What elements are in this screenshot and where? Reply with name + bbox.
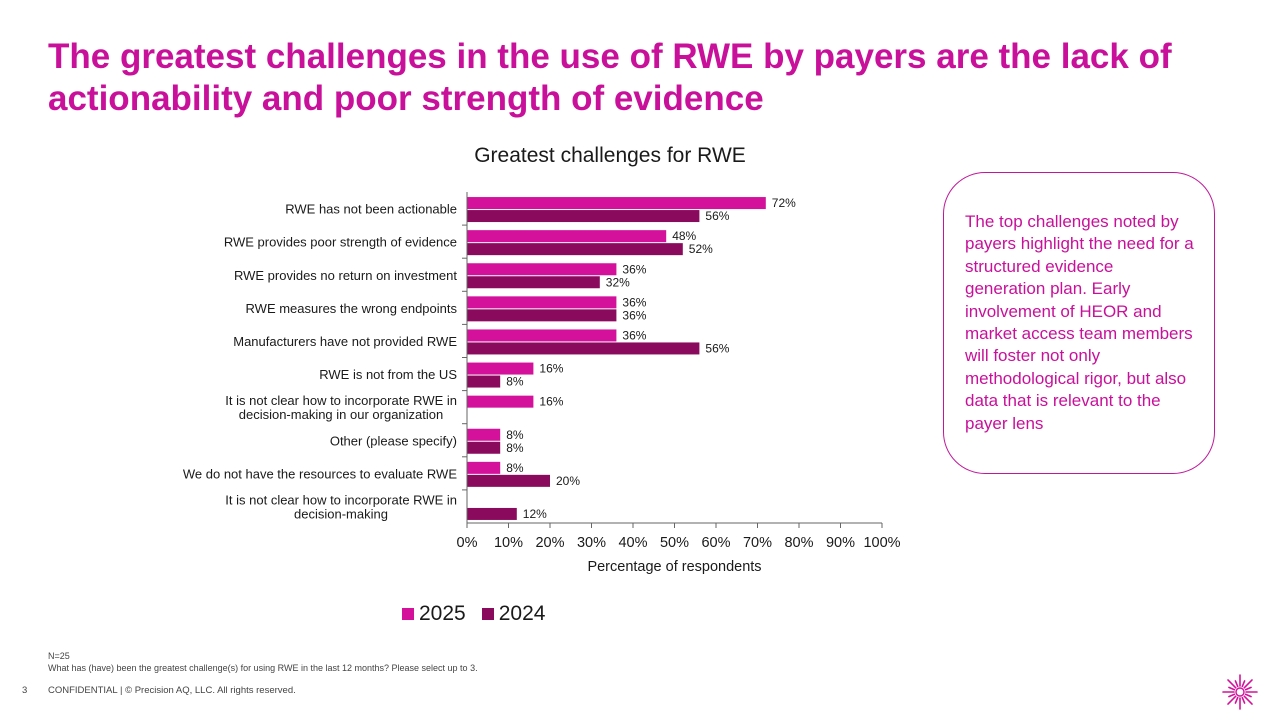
- data-label-2025: 48%: [672, 229, 696, 243]
- logo-ray: [1227, 679, 1237, 689]
- data-label-2024: 8%: [506, 441, 524, 455]
- x-tick-label: 90%: [826, 535, 855, 551]
- category-label: RWE has not been actionable: [285, 202, 457, 217]
- data-label-2025: 72%: [772, 196, 796, 210]
- page-number: 3: [22, 685, 28, 696]
- logo-ray: [1234, 696, 1239, 704]
- logo-ray: [1241, 680, 1246, 688]
- x-tick-label: 20%: [535, 535, 564, 551]
- category-label: It is not clear how to incorporate RWE i…: [225, 393, 457, 408]
- bar-2025: [467, 329, 617, 342]
- category-label: We do not have the resources to evaluate…: [183, 466, 457, 481]
- logo-ray: [1244, 686, 1252, 691]
- bar-2024: [467, 474, 550, 487]
- category-label: decision-making in our organization: [239, 407, 444, 422]
- bar-2024: [467, 243, 683, 256]
- bar-chart: 0% 10% 20% 30% 40% 50% 60% 70% 80% 90% 100% Percent…: [183, 192, 901, 575]
- logo-ray: [1227, 695, 1237, 705]
- bar-2025: [467, 428, 501, 441]
- x-tick-label: 10%: [494, 535, 523, 551]
- x-tick-label: 40%: [618, 535, 647, 551]
- data-label-2025: 16%: [539, 362, 563, 376]
- callout-box: The top challenges noted by payers highl…: [943, 172, 1215, 474]
- x-tick-label: 80%: [784, 535, 813, 551]
- x-tick-label: 50%: [660, 535, 689, 551]
- data-label-2024: 56%: [705, 341, 729, 355]
- data-label-2025: 36%: [622, 295, 646, 309]
- data-label-2025: 8%: [506, 428, 524, 442]
- bar-2024: [467, 276, 600, 289]
- starburst-logo-icon: [1222, 674, 1258, 710]
- legend-item-2025: 2025: [402, 602, 466, 626]
- confidential-notice: CONFIDENTIAL | © Precision AQ, LLC. All …: [48, 685, 296, 696]
- bar-2025: [467, 395, 534, 408]
- bar-2025: [467, 197, 766, 210]
- x-axis-label: Percentage of respondents: [587, 559, 761, 575]
- data-label-2024: 32%: [606, 275, 630, 289]
- data-label-2025: 8%: [506, 461, 524, 475]
- category-label: RWE measures the wrong endpoints: [246, 301, 458, 316]
- legend-swatch-2025: [402, 608, 414, 620]
- data-label-2025: 36%: [622, 262, 646, 276]
- logo-ray: [1243, 679, 1253, 689]
- callout-text: The top challenges noted by payers highl…: [965, 212, 1194, 433]
- x-tick-label: 30%: [577, 535, 606, 551]
- data-label-2024: 52%: [689, 242, 713, 256]
- footer: 3 CONFIDENTIAL | © Precision AQ, LLC. Al…: [22, 685, 296, 696]
- bar-2024: [467, 309, 617, 322]
- bar-2024: [467, 210, 700, 223]
- bar-2024: [467, 507, 517, 520]
- category-label: decision-making: [294, 506, 388, 521]
- footnote-sample-size: N=25: [48, 651, 70, 661]
- logo-ray: [1244, 693, 1252, 698]
- slide-title: The greatest challenges in the use of RW…: [48, 37, 1172, 118]
- bar-2025: [467, 362, 534, 375]
- data-label-2024: 36%: [622, 308, 646, 322]
- logo-ray: [1228, 693, 1236, 698]
- logo-ray: [1241, 696, 1246, 704]
- chart-legend: 2025 2024: [402, 602, 561, 626]
- legend-label-2024: 2024: [498, 602, 546, 625]
- category-label: RWE is not from the US: [319, 367, 457, 382]
- data-label-2024: 56%: [705, 209, 729, 223]
- logo-ray: [1234, 680, 1239, 688]
- footnote: N=25 What has (have) been the greatest c…: [48, 650, 478, 674]
- bar-2025: [467, 296, 617, 309]
- x-tick-label: 60%: [701, 535, 730, 551]
- category-label: It is not clear how to incorporate RWE i…: [225, 492, 457, 507]
- data-label-2024: 20%: [556, 474, 580, 488]
- x-tick-label: 100%: [863, 535, 900, 551]
- logo-ray: [1228, 686, 1236, 691]
- x-tick-label: 70%: [743, 535, 772, 551]
- bar-2024: [467, 375, 501, 388]
- category-label: RWE provides poor strength of evidence: [224, 235, 457, 250]
- bar-2025: [467, 263, 617, 276]
- legend-label-2025: 2025: [419, 602, 466, 625]
- category-label: Other (please specify): [330, 433, 457, 448]
- data-label-2025: 16%: [539, 395, 563, 409]
- x-tick-label: 0%: [457, 535, 478, 551]
- bar-2024: [467, 441, 501, 454]
- category-label: RWE provides no return on investment: [234, 268, 457, 283]
- bar-2025: [467, 230, 667, 243]
- legend-item-2024: 2024: [481, 602, 546, 626]
- bar-2024: [467, 342, 700, 355]
- data-label-2024: 12%: [523, 507, 547, 521]
- legend-swatch-2024: [481, 608, 494, 620]
- category-label: Manufacturers have not provided RWE: [233, 334, 457, 349]
- data-label-2024: 8%: [506, 375, 524, 389]
- logo-ray: [1243, 695, 1253, 705]
- bar-2025: [467, 461, 501, 474]
- chart-title: Greatest challenges for RWE: [474, 144, 746, 167]
- data-label-2025: 36%: [622, 328, 646, 342]
- footnote-question: What has (have) been the greatest challe…: [48, 663, 478, 673]
